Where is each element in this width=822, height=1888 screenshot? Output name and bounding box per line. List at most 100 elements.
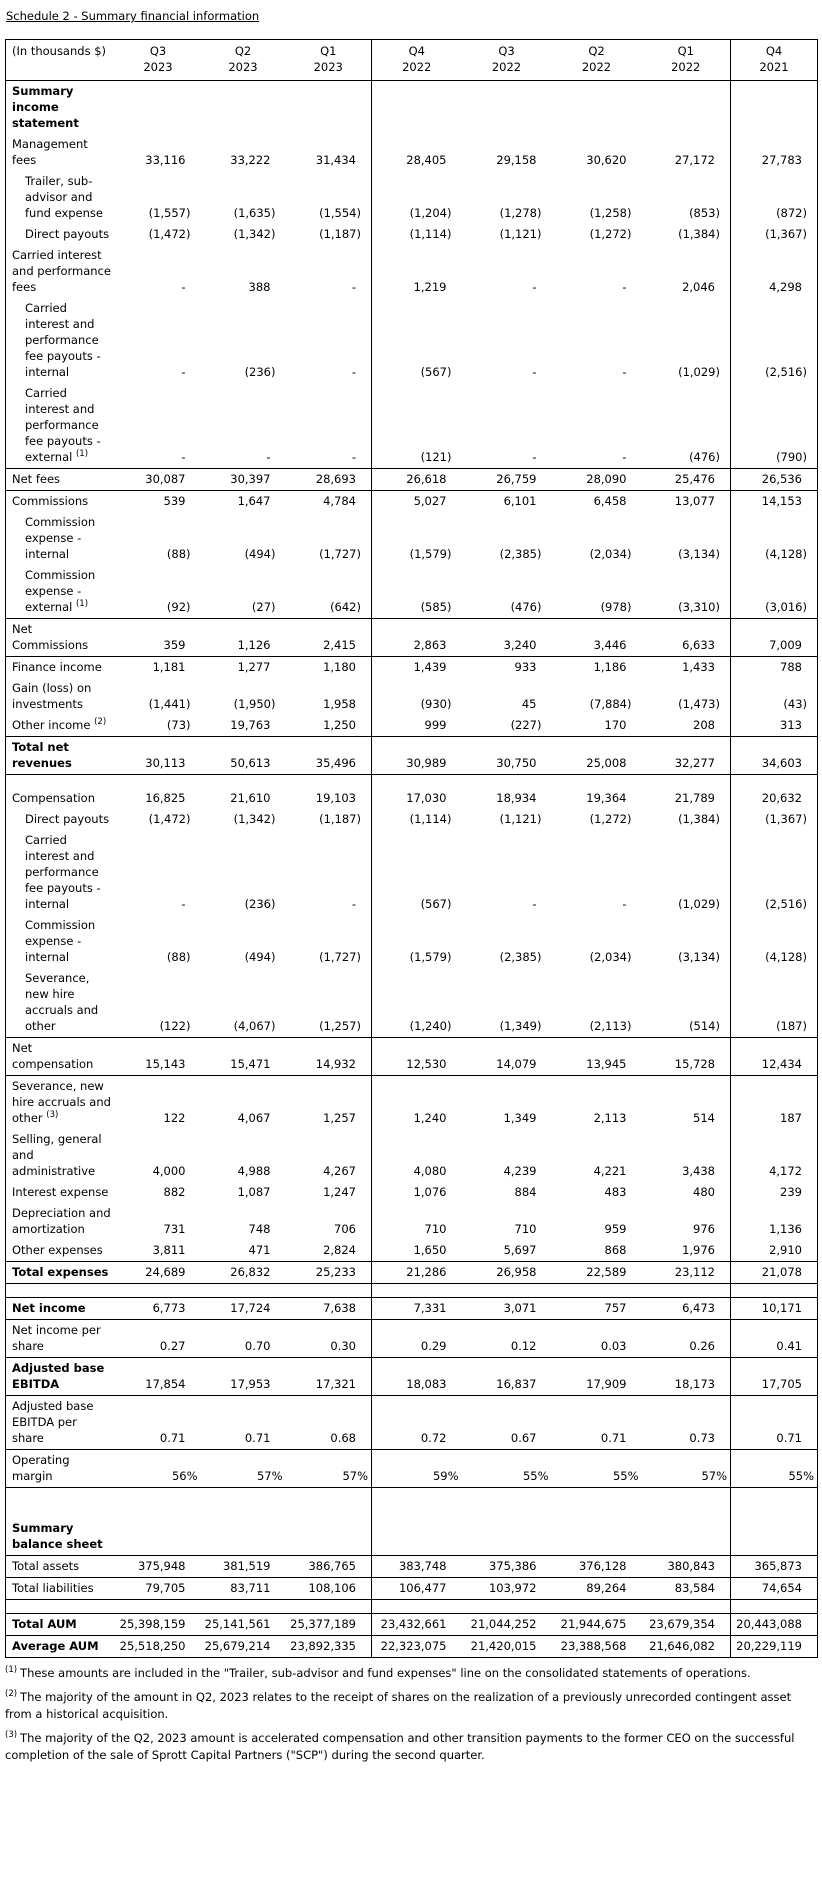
value-cell: (1,472) [116, 224, 201, 245]
cell-value: (1,727) [319, 950, 361, 964]
value-cell: 0.70 [200, 1319, 286, 1358]
value-cell: 375,386 [461, 1555, 552, 1578]
value-cell: 30,397 [200, 468, 286, 491]
cell-value: 4,784 [323, 494, 356, 508]
row-net-compensation: Net compensation 15,143 15,471 14,932 12,530… [5, 1037, 818, 1076]
cell-value: 4,298 [769, 280, 802, 294]
row-label: Direct payouts [25, 227, 110, 241]
cell-value: 1,650 [413, 1243, 447, 1257]
value-cell: 1,349 [462, 1076, 552, 1130]
cell-value: 1,186 [593, 660, 627, 674]
cell-value: (872) [776, 206, 807, 220]
cell-value: 17,953 [230, 1377, 271, 1391]
value-cell: 19,364 [552, 788, 642, 809]
value-cell: 108,106 [285, 1577, 372, 1600]
value-cell [285, 1283, 372, 1298]
cell-value: 16,837 [496, 1377, 537, 1391]
value-cell [552, 81, 642, 135]
value-cell: (2,516) [731, 298, 818, 383]
cell-value: 539 [163, 494, 186, 508]
value-cell [371, 1599, 462, 1614]
value-cell: (1,272) [552, 809, 642, 830]
value-cell [462, 81, 552, 135]
value-cell: (1,272) [552, 224, 642, 245]
cell-value: (642) [330, 600, 361, 614]
value-cell: (1,579) [372, 512, 462, 565]
value-cell: 882 [116, 1182, 201, 1203]
value-cell: 26,536 [730, 468, 818, 491]
value-cell: (567) [372, 298, 462, 383]
row-label: Net Commissions [5, 618, 116, 657]
quarter-label: Q2 [234, 44, 252, 58]
cell-value: - [622, 280, 627, 294]
value-cell: 27,783 [731, 134, 818, 171]
value-cell: (2,034) [552, 915, 642, 968]
cell-value: (3,016) [765, 600, 807, 614]
cell-value: 170 [604, 718, 627, 732]
cell-value: (1,278) [499, 206, 542, 220]
value-cell [552, 775, 642, 789]
cell-value: (27) [251, 600, 276, 614]
cell-value: 376,128 [578, 1559, 627, 1573]
cell-value: (236) [244, 897, 276, 911]
row-operating-margin: Operating margin 56% 57% 57% 59% 55% 55% 57% 55% [5, 1449, 818, 1488]
value-cell [285, 80, 372, 134]
cell-value: - [351, 450, 356, 464]
cell-value: 25,476 [674, 472, 715, 486]
year-label: 2022 [402, 60, 432, 74]
value-cell: 748 [201, 1203, 286, 1240]
cell-value: 3,446 [593, 638, 627, 652]
column-header-q3-2023: Q3 2023 [115, 39, 201, 81]
value-cell: 89,264 [551, 1577, 642, 1600]
value-cell [285, 1518, 372, 1556]
cell-value: 788 [780, 660, 802, 674]
cell-value: 0.70 [244, 1339, 271, 1353]
value-cell: 208 [641, 715, 731, 737]
value-cell [641, 1487, 731, 1518]
value-cell: (1,349) [462, 968, 552, 1038]
value-cell: 959 [552, 1203, 642, 1240]
row-other-income: Other income (2) (73) 19,763 1,250 999 (227) 1… [6, 715, 818, 737]
value-cell: (3,310) [641, 565, 731, 619]
value-cell: 1,439 [372, 657, 462, 679]
cell-value: 22,323,075 [380, 1639, 447, 1653]
cell-value: 83,584 [674, 1581, 715, 1595]
value-cell: 4,267 [285, 1129, 372, 1182]
cell-value: 26,618 [406, 472, 447, 486]
cell-value: 3,438 [682, 1164, 715, 1178]
cell-value: 34,603 [761, 756, 802, 770]
cell-value: (1,342) [233, 227, 276, 241]
value-cell: 0.12 [461, 1319, 552, 1358]
cell-value: (1,557) [148, 206, 191, 220]
spacer-row [6, 774, 818, 789]
value-cell: (1,473) [641, 678, 731, 715]
value-cell: (567) [372, 830, 462, 915]
value-cell: 1,650 [372, 1240, 462, 1262]
value-cell: 170 [552, 715, 642, 737]
quarter-label: Q1 [677, 44, 694, 58]
row-depreciation-and-amortization: Depreciation and amortization 731 748 706 71… [6, 1203, 818, 1240]
value-cell: 16,837 [461, 1357, 552, 1396]
value-cell: (1,121) [462, 224, 552, 245]
row-label [5, 1599, 116, 1614]
row-label: Commission expense - internal [25, 918, 96, 964]
row-label: Gain (loss) on investments [12, 681, 92, 711]
cell-value: (1,384) [678, 812, 720, 826]
value-cell: (92) [116, 565, 201, 619]
row-adjusted-base-ebitda-per-share: Adjusted base EBITDA per share 0.71 0.71 0.… [5, 1395, 818, 1450]
cell-value: 25,518,250 [119, 1639, 186, 1653]
row-label: Trailer, sub-advisor and fund expense [25, 174, 103, 220]
cell-value: 18,173 [674, 1377, 715, 1391]
quarter-label: Q3 [498, 44, 515, 58]
cell-value: 7,331 [413, 1301, 447, 1315]
column-header-q2-2023: Q2 2023 [200, 39, 286, 81]
cell-value: 0.12 [510, 1339, 537, 1353]
value-cell [731, 1488, 818, 1519]
value-cell: 55% [551, 1449, 642, 1488]
value-cell: 1,240 [372, 1076, 462, 1130]
value-cell: (1,342) [201, 809, 286, 830]
row-carried-interest-and-performance-fee-payouts-external: Carried interest and performance fee pay… [6, 383, 818, 469]
row-label: Commission expense - internal [25, 515, 96, 561]
cell-value: 4,239 [503, 1164, 537, 1178]
cell-value: 1,076 [413, 1185, 447, 1199]
